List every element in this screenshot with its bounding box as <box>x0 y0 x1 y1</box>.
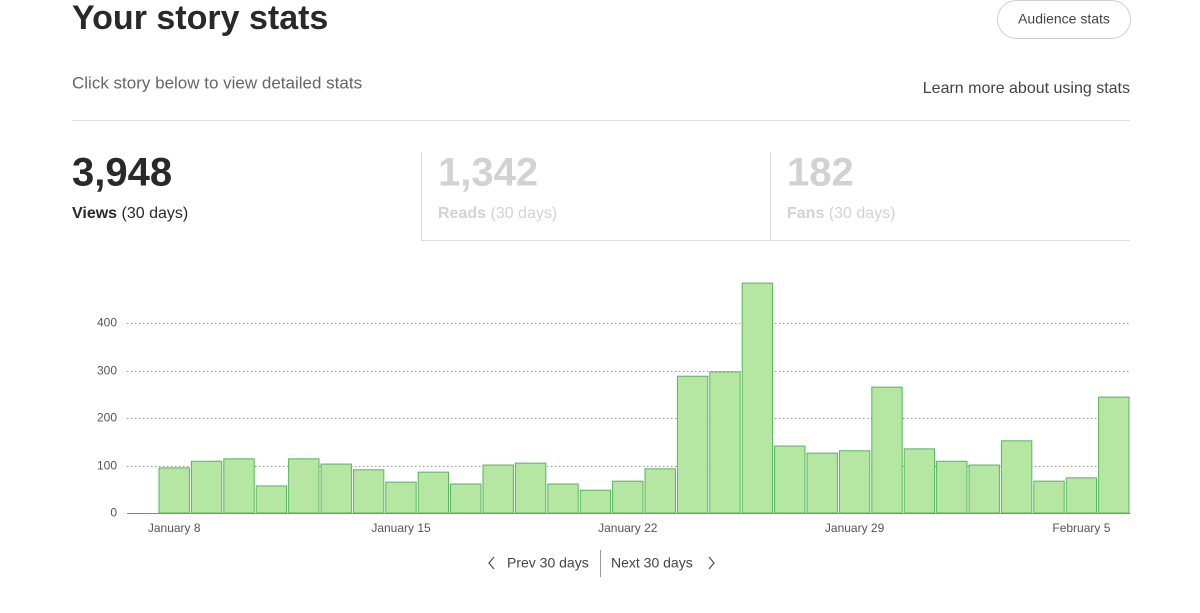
subtitle: Click story below to view detailed stats <box>72 73 362 92</box>
bar <box>579 489 612 514</box>
views-chart: 0 100 200 300 400 January 8 January 15 January … <box>97 282 1130 535</box>
next-button[interactable]: Next 30 days <box>611 555 693 571</box>
stat-value: 1,342 <box>438 151 538 195</box>
bar <box>838 450 871 514</box>
next-chevron[interactable] <box>708 556 715 570</box>
bar <box>223 458 255 514</box>
stat-name: Fans <box>787 205 824 222</box>
bar <box>871 386 903 514</box>
bar <box>320 463 352 514</box>
bar <box>644 468 676 514</box>
stat-name: Views <box>72 205 117 222</box>
bar <box>1000 440 1033 514</box>
bar <box>806 452 838 514</box>
y-tick-label: 400 <box>97 316 117 330</box>
y-tick-label: 200 <box>97 411 117 425</box>
stat-value: 3,948 <box>72 151 172 195</box>
x-tick-label: January 15 <box>371 521 431 535</box>
prev-chevron[interactable] <box>488 556 495 570</box>
stat-name: Reads <box>438 205 486 222</box>
stat-period: (30 days) <box>829 205 896 222</box>
stat-label: Views (30 days) <box>72 205 188 222</box>
page-title: Your story stats <box>72 0 328 37</box>
bar <box>385 481 417 514</box>
bar <box>547 483 579 514</box>
x-tick-label: February 5 <box>1052 521 1110 535</box>
stat-label: Reads (30 days) <box>438 205 557 222</box>
bar <box>1065 477 1098 514</box>
y-tick-label: 300 <box>97 364 117 378</box>
audience-button[interactable] <box>997 0 1131 39</box>
bar <box>936 460 968 514</box>
bar <box>968 464 1000 514</box>
bar <box>158 467 190 514</box>
bar <box>903 448 936 514</box>
stat-period: (30 days) <box>122 205 189 222</box>
bar <box>774 445 806 514</box>
bar <box>612 480 644 514</box>
bar <box>288 458 320 514</box>
bar <box>1033 480 1065 514</box>
x-tick-label: January 8 <box>148 521 201 535</box>
prev-button[interactable]: Prev 30 days <box>507 555 589 571</box>
stat-tab[interactable]: 3,948 Views (30 days) <box>72 151 188 223</box>
y-tick-label: 100 <box>97 459 117 473</box>
audience-button-label[interactable]: Audience stats <box>1018 11 1110 27</box>
bar <box>190 460 223 514</box>
bar <box>482 464 514 514</box>
stat-tab[interactable]: 182 Fans (30 days) <box>770 151 896 240</box>
stat-tab[interactable]: 1,342 Reads (30 days) <box>421 151 558 240</box>
stat-label: Fans (30 days) <box>787 205 896 222</box>
bar <box>741 282 774 514</box>
learn-more-link[interactable]: Learn more about using stats <box>923 80 1130 97</box>
bar <box>255 485 288 514</box>
y-tick-label: 0 <box>110 506 117 520</box>
bar <box>450 483 482 514</box>
bar <box>417 471 450 514</box>
x-tick-label: January 29 <box>825 521 885 535</box>
bar <box>1098 396 1130 514</box>
stat-value: 182 <box>787 151 854 195</box>
bar <box>709 371 741 514</box>
x-tick-label: January 22 <box>598 521 658 535</box>
bar <box>676 375 709 514</box>
bar <box>352 469 385 514</box>
bar <box>514 462 547 514</box>
stat-period: (30 days) <box>490 205 557 222</box>
